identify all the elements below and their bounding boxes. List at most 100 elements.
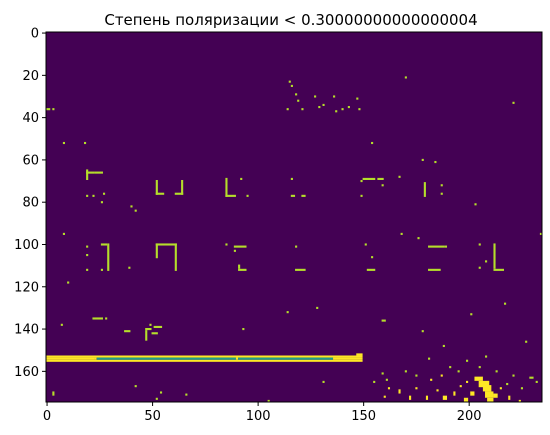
heatmap-cell [240, 177, 243, 180]
heatmap-cell [94, 171, 103, 174]
x-axis: 0 50 100 150 200 [43, 402, 482, 424]
heatmap-cell [508, 395, 511, 400]
y-tick-label: 20 [22, 69, 39, 84]
heatmap-cell [235, 357, 239, 360]
heatmap-cell [474, 203, 477, 206]
heatmap-cell [295, 245, 298, 248]
heatmap-cell [100, 268, 103, 271]
heatmap-cell [478, 243, 481, 246]
heatmap-cell [322, 103, 325, 106]
heatmap-cell [381, 372, 384, 375]
heatmap-cell [290, 84, 293, 87]
heatmap-cell [145, 330, 148, 341]
heatmap-cell [506, 382, 509, 386]
heatmap-cell [421, 158, 424, 161]
heatmap-cell [423, 182, 426, 197]
heatmap-cell [86, 268, 89, 271]
heatmap-cell [318, 106, 321, 109]
heatmap-cell [225, 243, 228, 246]
x-tick-label: 50 [144, 409, 161, 424]
heatmap-cell [155, 243, 158, 259]
heatmap-cell [246, 194, 249, 197]
heatmap-cell [425, 395, 429, 400]
heatmap-cell [362, 177, 376, 180]
heatmap-cell [417, 237, 420, 240]
heatmap-cell [46, 359, 363, 362]
y-tick-label: 140 [14, 323, 39, 338]
heatmap-cell [436, 389, 439, 392]
heatmap-cell [225, 177, 228, 197]
heatmap-cell [539, 232, 542, 235]
heatmap-cell [107, 243, 110, 271]
heatmap-cell [525, 340, 528, 343]
heatmap-cell [440, 184, 443, 187]
heatmap-cell [100, 201, 103, 204]
heatmap-cell [322, 380, 325, 383]
heatmap-cell [286, 311, 289, 314]
heatmap-cell [371, 256, 374, 259]
heatmap-cell [385, 378, 388, 381]
heatmap-cell [155, 192, 165, 195]
heatmap-cell [314, 95, 317, 98]
heatmap-cell [485, 355, 488, 358]
heatmap-cell [470, 313, 473, 316]
heatmap-cell [535, 380, 538, 383]
heatmap-cell [463, 397, 469, 402]
heatmap-cell [83, 141, 87, 145]
heatmap-cell [100, 243, 108, 246]
heatmap-cell [440, 374, 443, 377]
heatmap-cell [102, 192, 106, 195]
heatmap-cell [52, 391, 55, 396]
heatmap-cell [295, 93, 298, 96]
heatmap-cell [360, 194, 363, 197]
heatmap-cell [493, 268, 505, 271]
heatmap-cell [470, 391, 475, 396]
heatmap-cell [366, 268, 376, 271]
heatmap-cell [145, 328, 152, 331]
heatmap-cell [290, 194, 296, 197]
heatmap-cell [105, 317, 108, 320]
heatmap-cell [149, 323, 152, 326]
heatmap-cell [442, 395, 448, 400]
heatmap-cell [512, 374, 515, 377]
x-tick-label: 0 [43, 409, 51, 424]
heatmap-cell [124, 330, 131, 333]
plot-background [46, 32, 542, 402]
heatmap-cell [86, 254, 89, 257]
y-tick-label: 0 [31, 27, 39, 42]
heatmap-cell [46, 355, 363, 358]
x-tick-label: 100 [246, 409, 271, 424]
heatmap-cell [493, 243, 496, 269]
heatmap-cell [512, 101, 515, 104]
heatmap-cell [96, 357, 239, 360]
heatmap-cell [301, 194, 306, 197]
heatmap-cell [487, 397, 494, 402]
heatmap-cell [86, 169, 89, 180]
heatmap-cell [52, 108, 55, 111]
heatmap-cell [499, 387, 502, 390]
heatmap-cell [381, 184, 384, 187]
heatmap-cell [482, 385, 492, 392]
x-tick-label: 150 [351, 409, 376, 424]
y-axis: 0 20 40 60 80 100 120 140 160 [14, 27, 46, 380]
heatmap-cell [478, 266, 481, 269]
heatmap-cell [440, 192, 443, 195]
y-tick-label: 40 [22, 111, 39, 126]
heatmap-cell [518, 399, 521, 402]
heatmap-cell [286, 108, 289, 111]
heatmap-cell [478, 380, 490, 388]
y-tick-label: 100 [14, 238, 39, 253]
heatmap-cell [288, 80, 291, 83]
heatmap-cell [520, 387, 524, 390]
heatmap-cell [485, 260, 488, 263]
heatmap-cell [428, 245, 445, 248]
heatmap-cell [233, 245, 247, 248]
heatmap-cell [62, 141, 65, 145]
heatmap-cell [364, 243, 367, 246]
heatmap-cell [153, 325, 163, 328]
heatmap-cell [466, 359, 469, 362]
y-tick-label: 80 [22, 196, 39, 211]
heatmap-cell [495, 370, 498, 373]
heatmap-cell [371, 141, 374, 145]
